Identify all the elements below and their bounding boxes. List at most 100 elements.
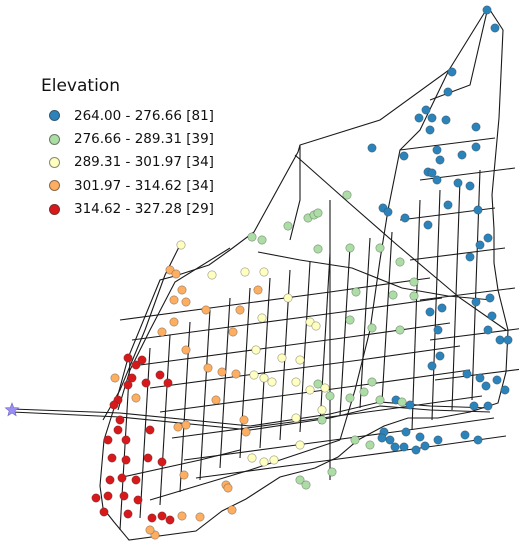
street-pipe xyxy=(419,287,516,301)
street-pipe xyxy=(199,309,211,481)
street-pipe xyxy=(289,145,301,241)
junction-node xyxy=(395,257,405,267)
junction-node xyxy=(171,269,181,279)
junction-node xyxy=(471,297,481,307)
junction-node xyxy=(203,363,213,373)
junction-node xyxy=(473,205,483,215)
junction-node xyxy=(257,313,267,323)
junction-node xyxy=(482,5,492,15)
legend-item: 264.00 - 276.66 [81] xyxy=(41,104,214,127)
legend-swatch xyxy=(49,156,60,168)
junction-node xyxy=(217,367,227,377)
junction-node xyxy=(365,440,375,450)
street-pipe xyxy=(429,328,519,341)
junction-node xyxy=(469,401,479,411)
junction-node xyxy=(247,453,257,463)
junction-node xyxy=(107,453,117,463)
legend-label: 264.00 - 276.66 [81] xyxy=(74,107,214,124)
legend-swatch xyxy=(49,203,60,215)
street-pipe xyxy=(319,253,331,425)
junction-node xyxy=(441,115,451,125)
junction-node xyxy=(131,393,141,403)
junction-node xyxy=(415,432,425,442)
street-pipe xyxy=(409,247,506,261)
junction-node xyxy=(327,467,337,477)
junction-node xyxy=(490,23,500,33)
junction-node xyxy=(313,244,323,254)
junction-node xyxy=(462,369,472,379)
junction-node xyxy=(313,208,323,218)
junction-node xyxy=(228,327,238,337)
junction-node xyxy=(123,380,133,390)
junction-node xyxy=(105,475,115,485)
junction-node xyxy=(388,290,398,300)
junction-node xyxy=(269,455,279,465)
junction-node xyxy=(295,355,305,365)
junction-node xyxy=(483,233,493,243)
legend-item: 276.66 - 289.31 [39] xyxy=(41,127,214,150)
junction-node xyxy=(131,475,141,485)
junction-node xyxy=(390,442,400,452)
junction-node xyxy=(235,305,245,315)
street-pipe xyxy=(299,261,311,433)
junction-node xyxy=(295,440,305,450)
junction-node xyxy=(133,495,143,505)
street-pipe xyxy=(159,334,171,506)
junction-node xyxy=(411,445,421,455)
legend-item: 301.97 - 314.62 [34] xyxy=(41,174,214,197)
junction-node xyxy=(351,287,361,297)
junction-node xyxy=(409,291,419,301)
junction-node xyxy=(397,397,407,407)
junction-node xyxy=(485,293,495,303)
junction-node xyxy=(145,525,155,535)
junction-node xyxy=(283,293,293,303)
junction-node xyxy=(123,509,133,519)
street-pipe xyxy=(429,6,489,101)
star-icon xyxy=(4,402,20,417)
street-pipe xyxy=(117,449,241,479)
junction-node xyxy=(481,381,491,391)
junction-node xyxy=(401,427,411,437)
junction-node xyxy=(177,285,187,295)
junction-node xyxy=(432,175,442,185)
junction-node xyxy=(259,373,269,383)
junction-node xyxy=(157,457,167,467)
junction-node xyxy=(435,351,445,361)
junction-node xyxy=(173,422,183,432)
junction-node xyxy=(425,125,435,135)
legend-swatch xyxy=(49,133,60,145)
junction-node xyxy=(291,377,301,387)
junction-node xyxy=(465,252,475,262)
junction-node xyxy=(359,387,369,397)
legend-title: Elevation xyxy=(41,76,120,96)
junction-node xyxy=(155,370,165,380)
junction-node xyxy=(247,232,257,242)
junction-node xyxy=(103,491,113,501)
junction-node xyxy=(110,373,120,383)
junction-node xyxy=(320,383,330,393)
junction-node xyxy=(137,355,147,365)
junction-node xyxy=(447,67,457,77)
junction-node xyxy=(460,430,470,440)
street-pipe xyxy=(381,231,393,403)
junction-node xyxy=(432,145,442,155)
junction-node xyxy=(223,483,233,493)
street-pipe xyxy=(399,137,496,151)
junction-node xyxy=(123,353,133,363)
junction-node xyxy=(503,335,513,345)
junction-node xyxy=(435,155,445,165)
junction-node xyxy=(317,415,327,425)
legend-swatch xyxy=(49,110,60,122)
junction-node xyxy=(342,190,352,200)
street-pipe xyxy=(131,297,443,341)
junction-node xyxy=(305,385,315,395)
junction-node xyxy=(367,143,377,153)
junction-node xyxy=(240,267,250,277)
street-pipe xyxy=(259,277,271,449)
junction-node xyxy=(241,427,251,437)
junction-node xyxy=(113,425,123,435)
junction-node xyxy=(163,378,173,388)
junction-node xyxy=(317,405,327,415)
legend-label: 289.31 - 301.97 [34] xyxy=(74,154,214,171)
junction-node xyxy=(453,178,463,188)
